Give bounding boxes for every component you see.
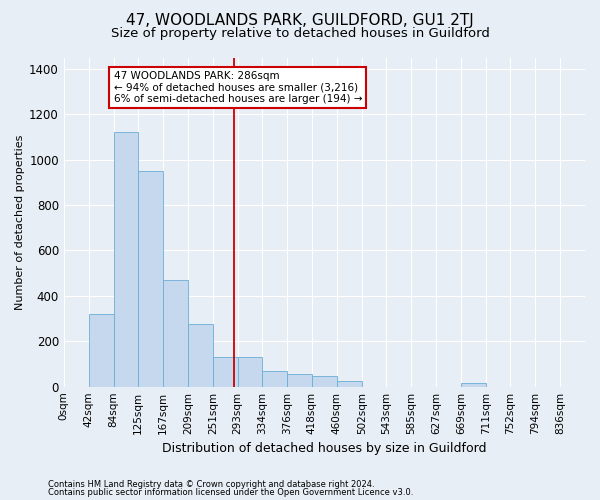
Bar <box>262 371 287 386</box>
Bar <box>113 132 138 386</box>
Bar <box>188 324 213 386</box>
Y-axis label: Number of detached properties: Number of detached properties <box>15 134 25 310</box>
Bar <box>238 357 262 386</box>
Bar <box>89 314 113 386</box>
Bar <box>312 376 337 386</box>
X-axis label: Distribution of detached houses by size in Guildford: Distribution of detached houses by size … <box>162 442 487 455</box>
Text: Size of property relative to detached houses in Guildford: Size of property relative to detached ho… <box>110 28 490 40</box>
Bar <box>138 171 163 386</box>
Text: Contains HM Land Registry data © Crown copyright and database right 2024.: Contains HM Land Registry data © Crown c… <box>48 480 374 489</box>
Bar <box>461 384 486 386</box>
Text: Contains public sector information licensed under the Open Government Licence v3: Contains public sector information licen… <box>48 488 413 497</box>
Bar <box>287 374 312 386</box>
Bar <box>213 357 238 386</box>
Text: 47 WOODLANDS PARK: 286sqm
← 94% of detached houses are smaller (3,216)
6% of sem: 47 WOODLANDS PARK: 286sqm ← 94% of detac… <box>113 71 362 104</box>
Bar <box>337 381 362 386</box>
Text: 47, WOODLANDS PARK, GUILDFORD, GU1 2TJ: 47, WOODLANDS PARK, GUILDFORD, GU1 2TJ <box>126 12 474 28</box>
Bar <box>163 280 188 386</box>
